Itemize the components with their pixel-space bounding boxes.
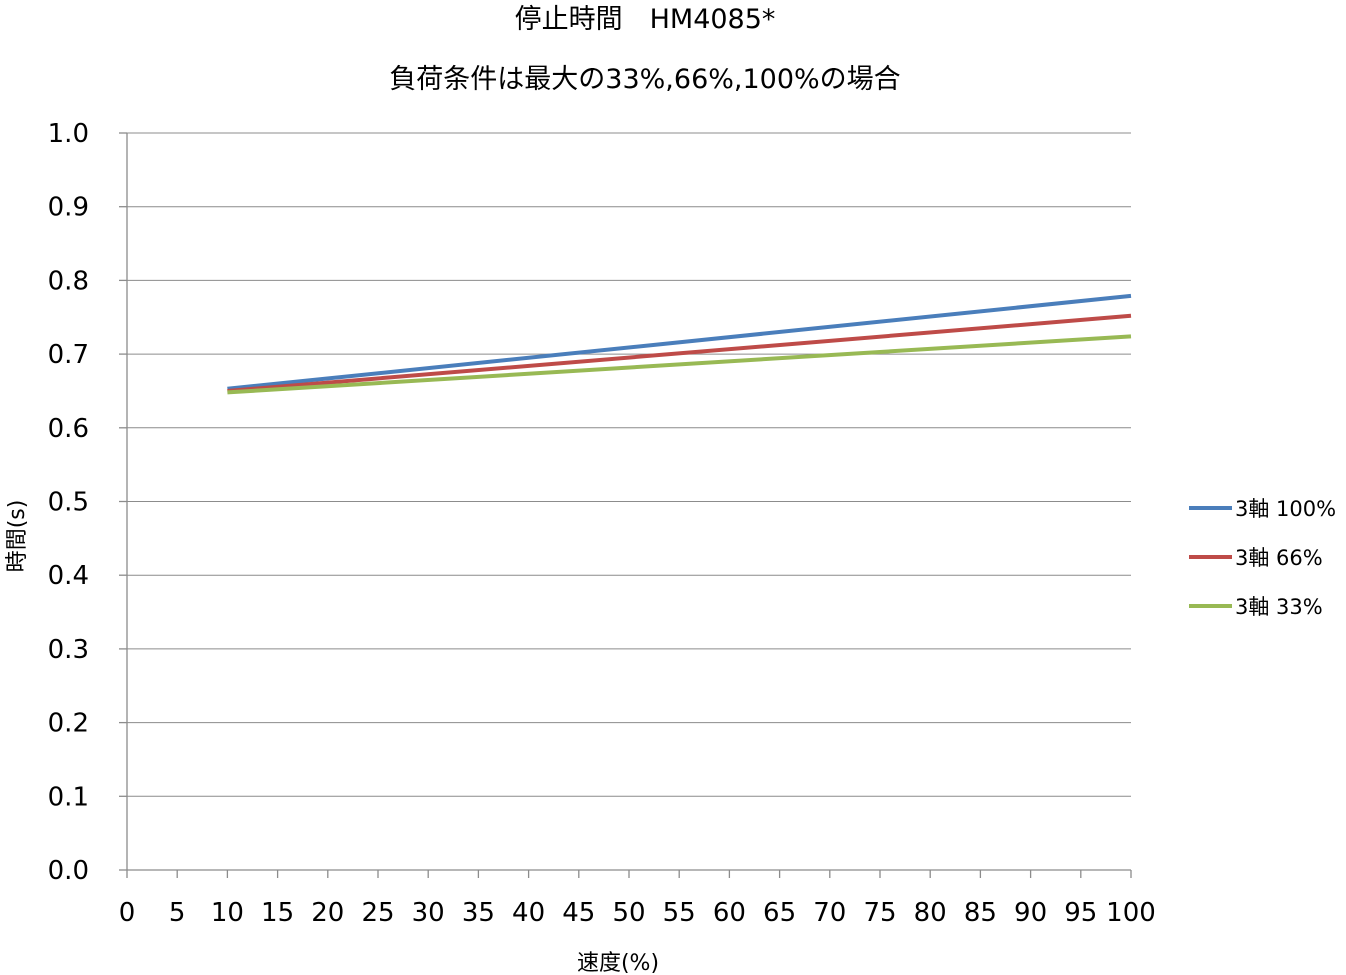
x-tick-label: 35 <box>462 898 495 928</box>
y-tick-label: 0.8 <box>48 266 89 296</box>
x-tick-label: 5 <box>169 898 186 928</box>
legend-label-2: 3軸 66% <box>1235 546 1323 570</box>
y-tick-label: 0.1 <box>48 782 89 812</box>
series-line-1 <box>227 293 1132 391</box>
chart-title-line-1: 停止時間 HM4085* <box>515 4 776 35</box>
axes <box>119 132 1132 878</box>
y-tick-label: 0.6 <box>48 414 89 444</box>
x-tick-label: 10 <box>211 898 244 928</box>
series-line-3 <box>227 334 1132 395</box>
y-tick-label: 0.0 <box>48 856 89 886</box>
y-axis-title: 時間(s) <box>5 500 30 573</box>
y-tick-labels: 0.0 0.1 0.2 0.3 0.4 0.5 0.6 0.7 0.8 0.9 1.0 <box>48 119 89 886</box>
x-tick-label: 80 <box>914 898 947 928</box>
x-tick-label: 95 <box>1064 898 1097 928</box>
x-axis-title: 速度(%) <box>577 951 659 975</box>
x-tick-label: 100 <box>1106 898 1156 928</box>
y-tick-label: 0.5 <box>48 488 89 518</box>
legend-label-3: 3軸 33% <box>1235 595 1323 619</box>
x-tick-label: 65 <box>763 898 796 928</box>
x-tick-label: 50 <box>612 898 645 928</box>
x-tick-label: 60 <box>713 898 746 928</box>
chart-title: 停止時間 HM4085* 負荷条件は最大の33%,66%,100%の場合 <box>389 4 900 95</box>
series-lines <box>227 293 1132 395</box>
legend: 3軸 100% 3軸 66% 3軸 33% <box>1189 497 1336 619</box>
x-tick-label: 55 <box>663 898 696 928</box>
x-tick-label: 90 <box>1014 898 1047 928</box>
x-tick-labels: 0 5 10 15 20 25 30 35 40 45 50 55 60 65 70 75 80 85 90 95 10… <box>119 898 1156 928</box>
x-tick-label: 30 <box>412 898 445 928</box>
x-tick-label: 25 <box>361 898 394 928</box>
chart-title-line-2: 負荷条件は最大の33%,66%,100%の場合 <box>389 64 900 95</box>
y-tick-label: 0.9 <box>48 193 89 223</box>
y-tick-label: 0.4 <box>48 561 89 591</box>
x-tick-label: 85 <box>964 898 997 928</box>
y-tick-label: 0.2 <box>48 709 89 739</box>
x-tick-label: 45 <box>562 898 595 928</box>
y-tick-label: 0.7 <box>48 340 89 370</box>
x-tick-label: 15 <box>261 898 294 928</box>
x-tick-label: 0 <box>119 898 136 928</box>
y-tick-label: 1.0 <box>48 119 89 149</box>
series-line-2 <box>227 313 1132 393</box>
x-tick-label: 20 <box>311 898 344 928</box>
gridlines <box>127 132 1131 797</box>
y-tick-label: 0.3 <box>48 635 89 665</box>
legend-label-1: 3軸 100% <box>1235 497 1336 521</box>
x-tick-label: 40 <box>512 898 545 928</box>
x-tick-label: 75 <box>863 898 896 928</box>
x-tick-label: 70 <box>813 898 846 928</box>
